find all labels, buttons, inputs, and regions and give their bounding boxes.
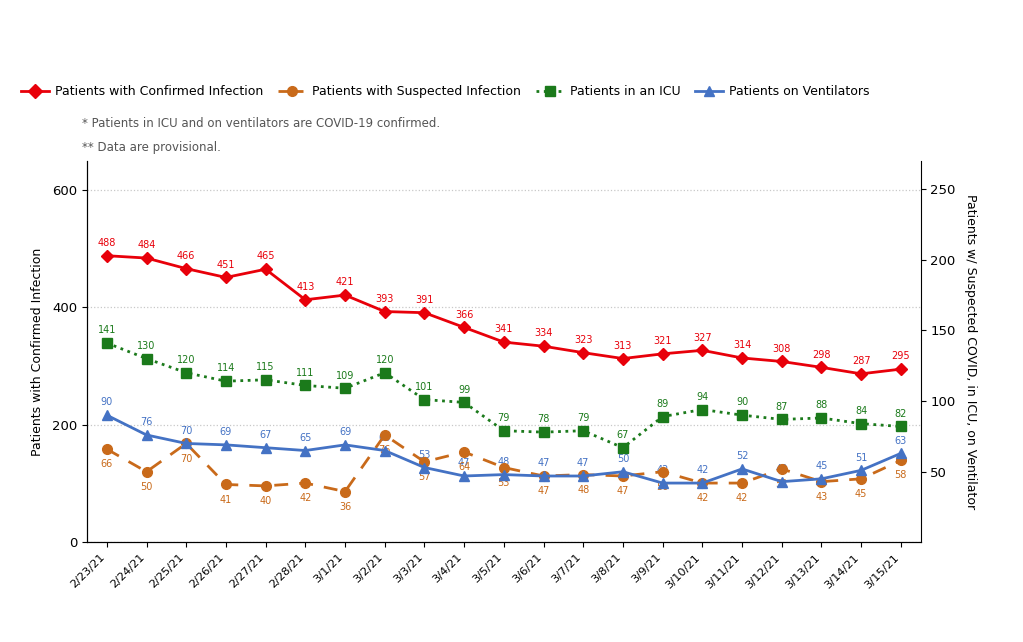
- Text: 48: 48: [498, 457, 509, 467]
- Text: 52: 52: [775, 479, 788, 489]
- Text: 69: 69: [339, 427, 351, 437]
- Text: 88: 88: [815, 400, 828, 410]
- Text: 66: 66: [100, 459, 113, 469]
- Text: 41: 41: [220, 494, 232, 505]
- Text: 47: 47: [458, 458, 471, 468]
- Text: 314: 314: [732, 340, 751, 351]
- Text: 313: 313: [614, 341, 632, 351]
- Text: 45: 45: [815, 461, 828, 471]
- Text: 42: 42: [657, 465, 669, 475]
- Text: 40: 40: [260, 496, 272, 506]
- Text: 36: 36: [339, 501, 351, 512]
- Text: 58: 58: [895, 471, 907, 480]
- Text: 53: 53: [418, 450, 431, 460]
- Text: 42: 42: [696, 465, 709, 475]
- Text: 366: 366: [455, 309, 474, 320]
- Text: 70: 70: [180, 453, 192, 464]
- Text: 47: 47: [577, 458, 589, 468]
- Text: 99: 99: [458, 385, 471, 395]
- Text: COVID-19 Hospitalizations Reported by MS Hospitals, 2/23/21-3/15/21 *,**: COVID-19 Hospitalizations Reported by MS…: [12, 31, 851, 49]
- Text: 90: 90: [736, 397, 748, 408]
- Text: 64: 64: [458, 462, 471, 472]
- Text: 82: 82: [895, 409, 907, 419]
- Text: 130: 130: [137, 341, 155, 351]
- Text: 115: 115: [257, 362, 275, 372]
- Text: 47: 47: [537, 458, 549, 468]
- Text: 76: 76: [140, 417, 152, 427]
- Legend: Patients with Confirmed Infection, Patients with Suspected Infection, Patients i: Patients with Confirmed Infection, Patie…: [16, 80, 875, 103]
- Text: 52: 52: [736, 451, 748, 461]
- Text: 42: 42: [696, 493, 709, 503]
- Text: 43: 43: [815, 492, 828, 501]
- Text: 50: 50: [657, 482, 669, 492]
- Text: 334: 334: [534, 329, 552, 338]
- Text: 63: 63: [895, 436, 907, 446]
- Text: 53: 53: [497, 478, 510, 487]
- Text: 466: 466: [177, 251, 195, 261]
- Text: 90: 90: [100, 397, 113, 408]
- Text: 287: 287: [852, 356, 871, 366]
- Text: 50: 50: [140, 482, 152, 492]
- Text: 48: 48: [577, 485, 589, 494]
- Text: 109: 109: [336, 370, 354, 381]
- Text: 50: 50: [617, 454, 629, 464]
- Text: 67: 67: [260, 430, 272, 440]
- Text: 69: 69: [220, 427, 232, 437]
- Text: ** Data are provisional.: ** Data are provisional.: [82, 141, 221, 153]
- Text: 42: 42: [299, 493, 312, 503]
- Y-axis label: Patients with Confirmed Infection: Patients with Confirmed Infection: [31, 247, 44, 456]
- Text: 327: 327: [693, 333, 712, 343]
- Text: 323: 323: [574, 335, 592, 345]
- Text: 65: 65: [379, 433, 391, 443]
- Text: 391: 391: [415, 295, 434, 305]
- Text: 87: 87: [775, 402, 788, 412]
- Text: 321: 321: [654, 336, 672, 346]
- Text: 79: 79: [577, 413, 589, 423]
- Text: 79: 79: [497, 413, 510, 423]
- Text: 451: 451: [217, 260, 235, 270]
- Y-axis label: Patients w/ Suspected COVID, in ICU, on Ventilator: Patients w/ Suspected COVID, in ICU, on …: [964, 194, 977, 509]
- Text: 89: 89: [657, 399, 669, 409]
- Text: 57: 57: [418, 472, 431, 482]
- Text: 341: 341: [495, 324, 513, 334]
- Text: 308: 308: [772, 343, 791, 354]
- Text: 94: 94: [697, 392, 709, 402]
- Text: 65: 65: [299, 433, 312, 443]
- Text: 47: 47: [617, 486, 629, 496]
- Text: 421: 421: [336, 277, 354, 288]
- Text: 51: 51: [855, 453, 868, 463]
- Text: 114: 114: [217, 363, 235, 374]
- Text: 120: 120: [177, 355, 195, 365]
- Text: 295: 295: [891, 351, 910, 361]
- Text: 465: 465: [257, 252, 275, 261]
- Text: 101: 101: [415, 382, 434, 392]
- Text: 47: 47: [537, 486, 549, 496]
- Text: 413: 413: [296, 282, 314, 292]
- Text: 111: 111: [296, 368, 314, 377]
- Text: 488: 488: [97, 238, 116, 248]
- Text: 84: 84: [855, 406, 868, 416]
- Text: 393: 393: [375, 294, 394, 304]
- Text: 141: 141: [97, 325, 116, 335]
- Text: * Patients in ICU and on ventilators are COVID-19 confirmed.: * Patients in ICU and on ventilators are…: [82, 117, 440, 130]
- Text: 42: 42: [736, 493, 748, 503]
- Text: 70: 70: [180, 426, 192, 436]
- Text: 45: 45: [855, 489, 868, 499]
- Text: 67: 67: [617, 430, 629, 440]
- Text: 120: 120: [375, 355, 394, 365]
- Text: 43: 43: [775, 464, 788, 474]
- Text: 76: 76: [379, 445, 391, 455]
- Text: 484: 484: [137, 240, 155, 250]
- Text: 78: 78: [537, 415, 549, 424]
- Text: 298: 298: [812, 350, 831, 360]
